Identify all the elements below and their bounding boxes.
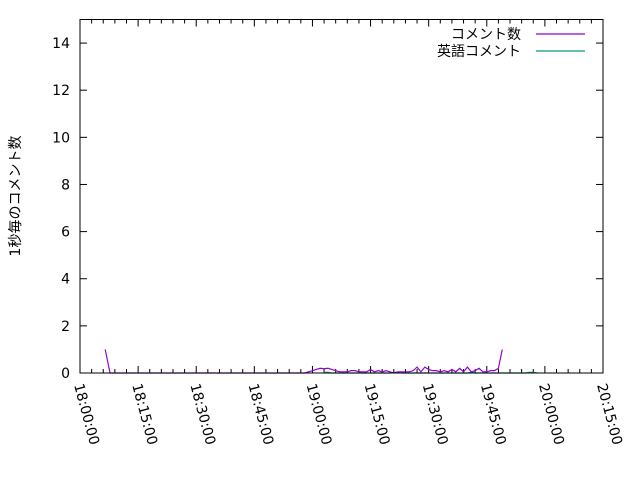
x-tick-label: 19:30:00 <box>419 382 451 447</box>
y-tick-label: 12 <box>52 83 70 99</box>
y-tick-label: 0 <box>61 366 70 382</box>
legend-label: コメント数 <box>451 27 521 43</box>
plot-border <box>79 19 604 374</box>
legend-label: 英語コメント <box>437 43 521 60</box>
y-tick-label: 6 <box>61 225 70 241</box>
x-tick-label: 19:45:00 <box>477 382 509 447</box>
y-tick-label: 10 <box>52 130 70 146</box>
x-tick-label: 20:00:00 <box>535 382 567 447</box>
x-tick-label: 20:15:00 <box>593 382 625 447</box>
x-tick-label: 19:15:00 <box>361 382 393 447</box>
y-tick-label: 14 <box>52 36 70 52</box>
y-tick-label: 4 <box>61 272 70 288</box>
x-tick-label: 18:45:00 <box>244 382 276 447</box>
y-tick-label: 2 <box>61 319 70 335</box>
series-line <box>104 349 503 374</box>
y-tick-label: 8 <box>61 177 70 193</box>
x-tick-label: 19:00:00 <box>303 382 335 447</box>
x-tick-label: 18:15:00 <box>128 382 160 447</box>
x-tick-label: 18:30:00 <box>186 382 218 447</box>
y-axis-label: 1秒毎のコメント数 <box>8 136 24 257</box>
x-tick-label: 18:00:00 <box>70 382 102 447</box>
